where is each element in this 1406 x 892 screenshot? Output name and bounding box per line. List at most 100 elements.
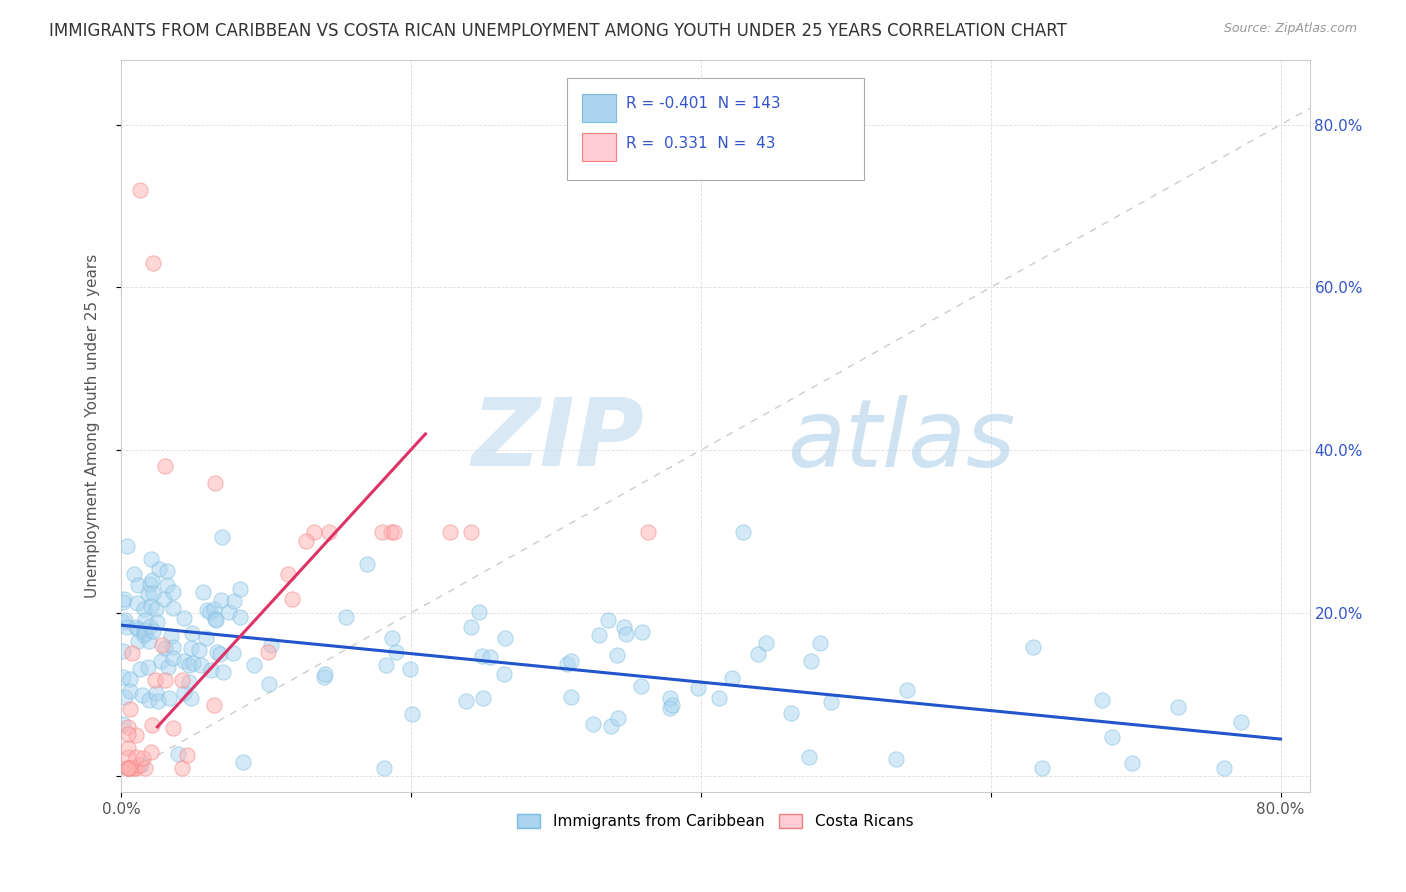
Point	[205, 614, 228, 628]
Point	[202, 698, 225, 712]
Point	[127, 622, 149, 636]
Point	[162, 640, 184, 654]
Point	[381, 631, 404, 645]
Point	[582, 717, 605, 731]
Point	[218, 605, 240, 619]
Point	[145, 602, 167, 616]
Point	[142, 256, 165, 270]
Point	[401, 707, 423, 722]
Point	[162, 601, 184, 615]
Point	[162, 585, 184, 599]
Point	[134, 613, 156, 627]
Point	[494, 666, 516, 681]
Point	[614, 627, 637, 641]
Point	[125, 760, 148, 774]
Point	[153, 591, 176, 606]
Point	[162, 721, 184, 735]
Point	[454, 694, 477, 708]
Point	[118, 673, 141, 687]
Point	[631, 624, 654, 639]
Point	[208, 647, 231, 661]
Point	[129, 183, 152, 197]
Point	[173, 654, 195, 668]
Point	[209, 592, 232, 607]
Point	[460, 524, 482, 539]
Point	[304, 524, 326, 539]
Point	[557, 657, 579, 671]
Point	[439, 524, 461, 539]
Point	[122, 566, 145, 581]
Text: R = -0.401  N = 143: R = -0.401 N = 143	[626, 96, 780, 111]
Point	[112, 595, 135, 609]
Point	[112, 592, 135, 607]
Point	[134, 628, 156, 642]
Point	[141, 746, 163, 760]
Point	[1091, 693, 1114, 707]
Point	[229, 610, 252, 624]
Point	[117, 740, 139, 755]
Point	[134, 626, 156, 640]
Point	[471, 691, 494, 706]
Point	[121, 646, 143, 660]
Point	[193, 585, 215, 599]
Text: IMMIGRANTS FROM CARIBBEAN VS COSTA RICAN UNEMPLOYMENT AMONG YOUTH UNDER 25 YEARS: IMMIGRANTS FROM CARIBBEAN VS COSTA RICAN…	[49, 22, 1067, 40]
Point	[808, 636, 831, 650]
Point	[1167, 699, 1189, 714]
Point	[188, 642, 211, 657]
Point	[606, 648, 628, 662]
Point	[170, 673, 193, 687]
Point	[382, 524, 405, 539]
Point	[146, 615, 169, 630]
Point	[117, 750, 139, 764]
Point	[117, 726, 139, 740]
Point	[117, 720, 139, 734]
Point	[232, 756, 254, 770]
Point	[243, 658, 266, 673]
Point	[127, 633, 149, 648]
Point	[370, 524, 392, 539]
Point	[356, 557, 378, 571]
Point	[1121, 756, 1143, 770]
Point	[373, 760, 395, 774]
Point	[141, 552, 163, 566]
Point	[596, 613, 619, 627]
Point	[125, 728, 148, 742]
Point	[139, 577, 162, 591]
Point	[779, 706, 801, 720]
Point	[659, 691, 682, 706]
Point	[494, 632, 516, 646]
Point	[142, 586, 165, 600]
Point	[172, 760, 194, 774]
Point	[114, 690, 136, 704]
Point	[148, 562, 170, 576]
Point	[156, 578, 179, 592]
Point	[138, 660, 160, 674]
Point	[630, 680, 652, 694]
Point	[157, 691, 180, 706]
Point	[114, 613, 136, 627]
Text: atlas: atlas	[786, 395, 1015, 486]
Point	[155, 641, 177, 656]
Point	[375, 658, 398, 673]
FancyBboxPatch shape	[567, 78, 863, 180]
Point	[600, 719, 623, 733]
Point	[112, 643, 135, 657]
Point	[202, 601, 225, 615]
Point	[257, 677, 280, 691]
Point	[138, 633, 160, 648]
Y-axis label: Unemployment Among Youth under 25 years: Unemployment Among Youth under 25 years	[86, 253, 100, 598]
Point	[134, 602, 156, 616]
Point	[138, 693, 160, 707]
Point	[637, 524, 659, 539]
Point	[145, 685, 167, 699]
Point	[153, 459, 176, 474]
Point	[148, 694, 170, 708]
Point	[120, 760, 142, 774]
Point	[606, 711, 628, 725]
Point	[177, 657, 200, 672]
Legend: Immigrants from Caribbean, Costa Ricans: Immigrants from Caribbean, Costa Ricans	[512, 808, 920, 836]
Point	[117, 619, 139, 633]
Point	[129, 662, 152, 676]
Point	[259, 638, 281, 652]
Point	[156, 660, 179, 674]
